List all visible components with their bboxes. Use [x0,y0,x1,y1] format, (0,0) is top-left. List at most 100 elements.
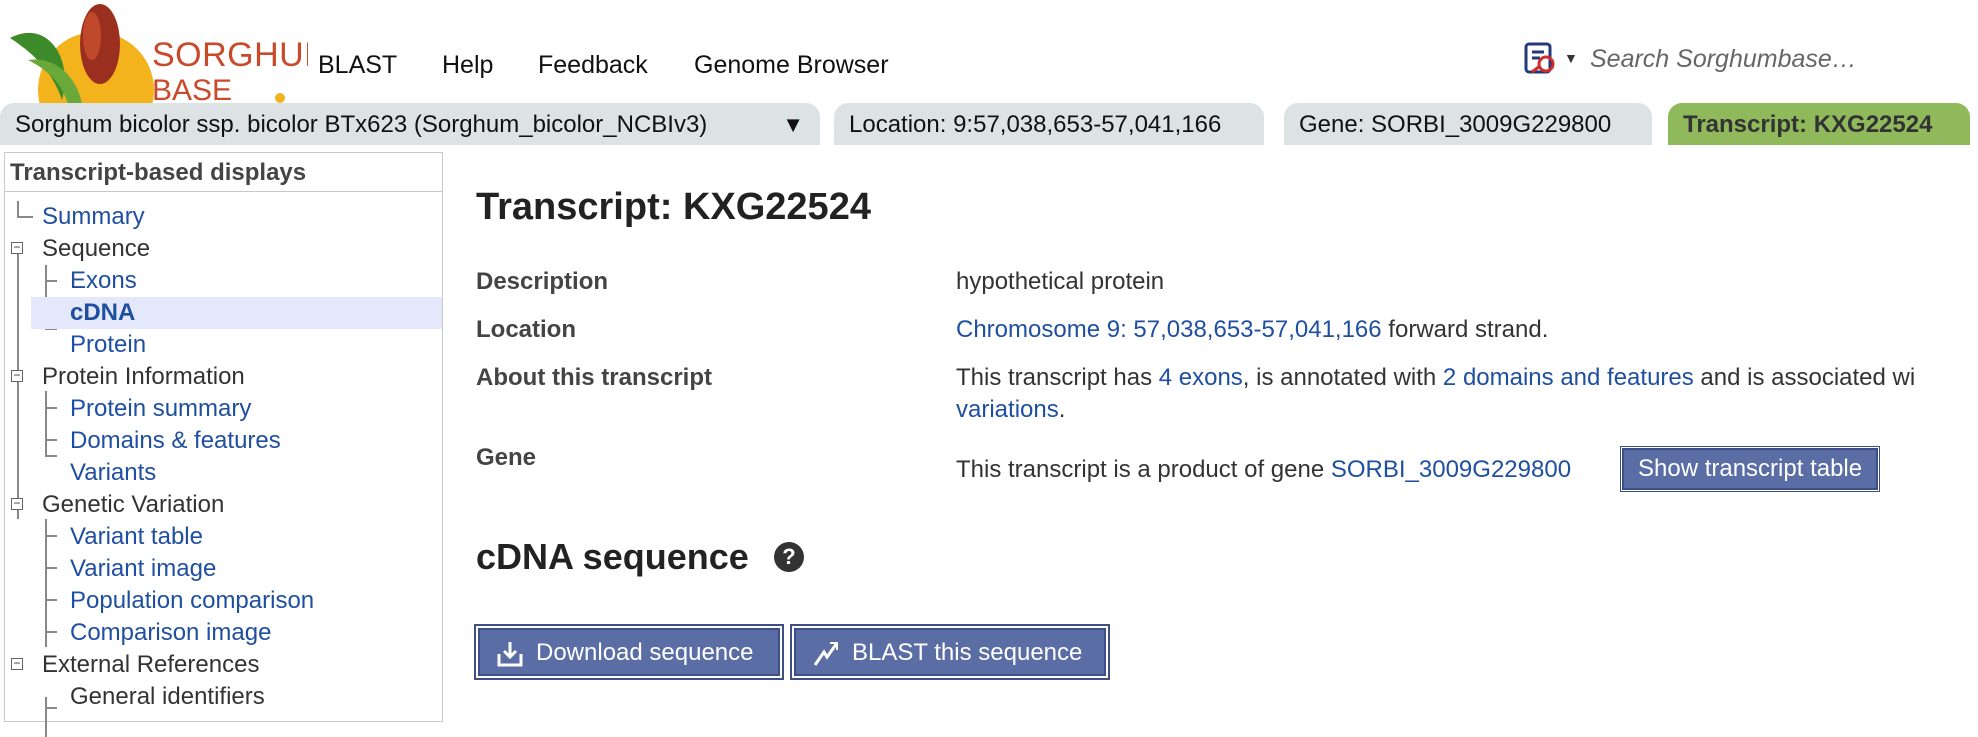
blast-icon [813,642,839,666]
gene-label: Gene [476,444,537,471]
sorghum-logo-graphic [10,4,285,104]
tab-gene[interactable]: Gene: SORBI_3009G229800 [1284,103,1652,145]
tree-line [45,631,57,633]
site-header: SORGHUM BASE BLAST Help Feedback Genome … [0,0,1978,104]
tree-line [17,249,19,519]
chevron-down-icon[interactable]: ▼ [782,112,804,137]
location-label: Location [476,316,576,343]
page-title: Transcript: KXG22524 [476,186,871,228]
variations-link[interactable]: variations [956,396,1059,423]
sidebar-item-label: Sequence [42,235,151,262]
download-sequence-button[interactable]: Download sequence [478,628,780,676]
search-input[interactable] [1588,40,1972,78]
collapse-icon[interactable]: − [11,497,23,510]
nav-blast[interactable]: BLAST [318,51,398,79]
blast-sequence-label: BLAST this sequence [852,639,1083,666]
sidebar-item-label[interactable]: Variant table [70,523,203,550]
collapse-icon[interactable]: − [11,241,23,254]
sidebar-item-label[interactable]: Domains & features [70,427,281,454]
sidebar-item-variants[interactable]: Variants [5,457,442,489]
sidebar-item-label[interactable]: Protein summary [70,395,252,422]
sidebar-item-cdna[interactable]: cDNA [31,297,442,329]
about-value-line2: variations. [956,396,1065,424]
about-text: . [1058,396,1066,423]
chevron-down-icon[interactable]: ▼ [1564,50,1578,66]
tree-line [45,280,57,282]
sidebar-item-label[interactable]: Variant image [70,555,217,582]
about-text: This transcript has [956,364,1159,391]
sidebar-item-population-comparison[interactable]: Population comparison [5,585,442,617]
sidebar-item-protein-information[interactable]: − Protein Information [5,361,442,393]
main-content: Transcript: KXG22524 Description hypothe… [476,152,1978,708]
domains-features-link[interactable]: 2 domains and features [1442,364,1694,391]
sidebar-item-sequence[interactable]: − Sequence [5,233,442,265]
about-value: This transcript has 4 exons, is annotate… [956,364,1915,392]
gene-link[interactable]: SORBI_3009G229800 [1330,456,1572,483]
sidebar-item-label: External References [42,651,260,678]
sidebar-item-label[interactable]: Comparison image [70,619,272,646]
sorghumbase-logo[interactable]: SORGHUM BASE [8,0,308,104]
tree-line [45,391,47,455]
sidebar-item-label: Protein Information [42,363,245,390]
tab-gene-label: Gene: SORBI_3009G229800 [1299,111,1612,138]
show-transcript-table-button[interactable]: Show transcript table [1620,447,1880,491]
tab-transcript-label: Transcript: KXG22524 [1683,111,1933,138]
gene-value: This transcript is a product of gene SOR… [956,456,1571,484]
sidebar-item-variant-table[interactable]: Variant table [5,521,442,553]
sidebar-item-exons[interactable]: Exons [5,265,442,297]
site-search: ▼ [1522,40,1978,80]
sidebar-title: Transcript-based displays [5,153,442,192]
search-engine-icon[interactable] [1522,42,1558,81]
tree-line [45,599,57,601]
about-text: , is annotated with [1242,364,1443,391]
logo-text-base: BASE [152,74,233,105]
tree-line [45,535,57,537]
logo-text-sorghum: SORGHUM [152,36,308,74]
download-sequence-label: Download sequence [536,639,754,666]
sidebar-item-summary[interactable]: Summary [5,201,442,233]
tree-line [17,216,33,218]
tab-species[interactable]: Sorghum bicolor ssp. bicolor BTx623 (Sor… [0,103,820,145]
tree-line [45,519,47,647]
tab-location-label: Location: 9:57,038,653-57,041,166 [849,111,1222,138]
collapse-icon[interactable]: − [11,657,23,670]
sidebar-item-label: Genetic Variation [42,491,225,518]
blast-sequence-button[interactable]: BLAST this sequence [794,628,1106,676]
tree-line [45,439,57,441]
chromosome-location-link[interactable]: Chromosome 9: 57,038,653-57,041,166 [956,316,1382,343]
tree-line [45,455,57,457]
sidebar-item-protein[interactable]: Protein [5,329,442,361]
sidebar-item-genetic-variation[interactable]: − Genetic Variation [5,489,442,521]
sidebar: Transcript-based displays Summary − Sequ… [4,152,443,737]
section-title: cDNA sequence [476,536,749,577]
about-label: About this transcript [476,364,713,391]
tree-line [45,407,57,409]
about-text: and is associated wi [1693,364,1916,391]
download-icon [497,642,523,667]
nav-feedback[interactable]: Feedback [538,51,648,79]
tree-line [45,567,57,569]
sidebar-item-label: General identifiers [70,683,265,710]
sidebar-item-label[interactable]: Protein [70,331,147,358]
sidebar-item-label[interactable]: Exons [70,267,137,294]
sidebar-item-label[interactable]: Variants [70,459,157,486]
sidebar-item-protein-summary[interactable]: Protein summary [5,393,442,425]
nav-genome-browser[interactable]: Genome Browser [694,51,889,79]
sidebar-item-external-references[interactable]: − External References [5,649,442,681]
collapse-icon[interactable]: − [11,369,23,382]
location-value: Chromosome 9: 57,038,653-57,041,166 forw… [956,316,1548,344]
sidebar-item-variant-image[interactable]: Variant image [5,553,442,585]
description-label: Description [476,268,609,295]
nav-help[interactable]: Help [442,51,494,79]
sidebar-item-general-identifiers[interactable]: General identifiers [5,681,442,713]
sidebar-item-domains-features[interactable]: Domains & features [5,425,442,457]
help-icon[interactable]: ? [774,542,804,572]
sidebar-item-label[interactable]: Population comparison [70,587,315,614]
sidebar-item-comparison-image[interactable]: Comparison image [5,617,442,649]
tree-line [17,201,19,217]
tab-location[interactable]: Location: 9:57,038,653-57,041,166 [834,103,1264,145]
tab-transcript[interactable]: Transcript: KXG22524 [1668,103,1970,145]
sidebar-item-label[interactable]: Summary [42,203,145,230]
tab-species-label: Sorghum bicolor ssp. bicolor BTx623 (Sor… [15,111,708,138]
exons-link[interactable]: 4 exons [1158,364,1243,391]
